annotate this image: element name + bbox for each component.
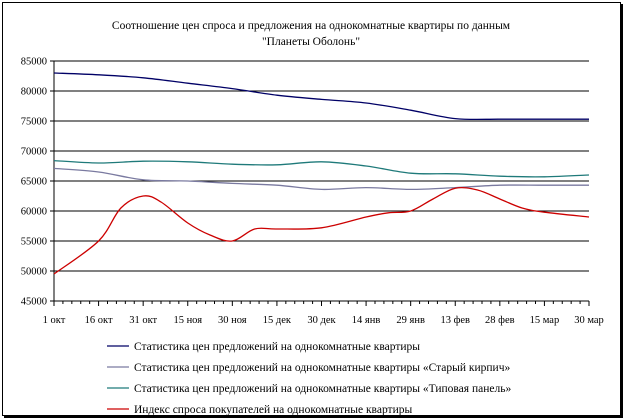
x-tick-label: 1 окт bbox=[43, 315, 66, 326]
x-tick-label: 14 янв bbox=[352, 315, 381, 326]
chart-svg: Соотношение цен спроса и предложения на … bbox=[21, 20, 604, 415]
y-tick-label: 80000 bbox=[21, 87, 47, 98]
y-tick-label: 75000 bbox=[21, 117, 47, 128]
chart-title-line-2: "Планеты Оболонь" bbox=[262, 36, 360, 48]
x-tick-label: 15 дек bbox=[263, 315, 292, 326]
y-tick-label: 70000 bbox=[21, 147, 47, 158]
series-line-4 bbox=[53, 186, 590, 275]
axes-layer: 45000 50000 55000 60000 65000 70000 75000 80000… bbox=[21, 57, 604, 327]
legend-label-4: Индекс спроса покупателей на однокомнатн… bbox=[134, 404, 412, 415]
y-tick-label: 55000 bbox=[21, 237, 47, 248]
legend-label-1: Статистика цен предложений на однокомнат… bbox=[134, 341, 420, 353]
x-tick-label: 30 ноя bbox=[218, 315, 247, 326]
legend-label-3: Статистика цен предложений на однокомнат… bbox=[134, 383, 511, 395]
y-tick-label: 85000 bbox=[21, 57, 47, 68]
grid-layer bbox=[54, 60, 589, 302]
x-tick-label: 15 ноя bbox=[173, 315, 202, 326]
series-line-3 bbox=[53, 159, 590, 178]
y-tick-label: 65000 bbox=[21, 177, 47, 188]
x-tick-label: 29 янв bbox=[396, 315, 425, 326]
series-layer bbox=[53, 72, 590, 275]
legend: Статистика цен предложений на однокомнат… bbox=[107, 341, 511, 415]
series-line-1 bbox=[53, 72, 589, 121]
chart-title-line-1: Соотношение цен спроса и предложения на … bbox=[112, 20, 511, 32]
x-tick-label: 28 фев bbox=[485, 315, 515, 326]
x-tick-label: 13 фев bbox=[440, 315, 470, 326]
y-tick-label: 45000 bbox=[21, 297, 47, 308]
y-tick-label: 60000 bbox=[21, 207, 47, 218]
x-tick-label: 16 окт bbox=[85, 315, 113, 326]
x-tick-label: 30 дек bbox=[307, 315, 336, 326]
legend-label-2: Статистика цен предложений на однокомнат… bbox=[134, 362, 510, 374]
x-tick-label: 31 окт bbox=[129, 315, 157, 326]
x-tick-label: 15 мар bbox=[530, 315, 560, 326]
y-tick-label: 50000 bbox=[21, 267, 47, 278]
series-line-2 bbox=[53, 167, 589, 191]
x-tick-label: 30 мар bbox=[574, 315, 604, 326]
